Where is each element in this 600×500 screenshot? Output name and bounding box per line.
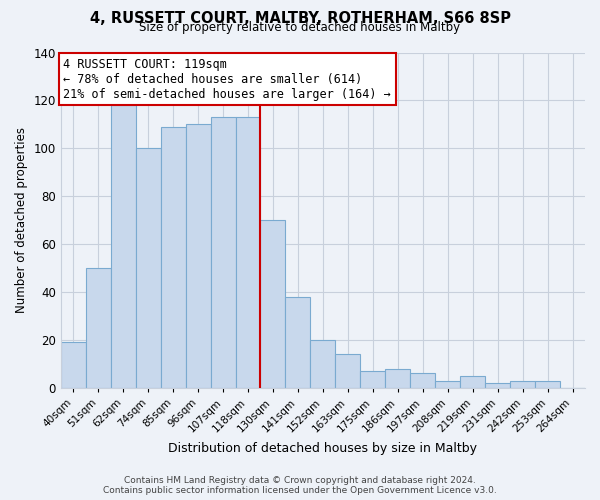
Bar (136, 148, 161, 388)
Bar (361, 371, 385, 388)
Bar (485, 383, 510, 388)
Bar (385, 368, 410, 388)
Text: Size of property relative to detached houses in Maltby: Size of property relative to detached ho… (139, 22, 461, 35)
Bar (161, 126, 185, 388)
Bar (236, 117, 260, 388)
Bar (86, 268, 111, 388)
Text: Contains HM Land Registry data © Crown copyright and database right 2024.
Contai: Contains HM Land Registry data © Crown c… (103, 476, 497, 495)
Bar (335, 354, 361, 388)
Bar (111, 105, 136, 388)
Bar (211, 117, 236, 388)
Bar (260, 220, 286, 388)
Bar (510, 380, 535, 388)
Bar (410, 374, 435, 388)
Text: 4 RUSSETT COURT: 119sqm
← 78% of detached houses are smaller (614)
21% of semi-d: 4 RUSSETT COURT: 119sqm ← 78% of detache… (64, 58, 391, 100)
Bar (435, 380, 460, 388)
Bar (460, 376, 485, 388)
Bar (185, 124, 211, 388)
Text: 4, RUSSETT COURT, MALTBY, ROTHERHAM, S66 8SP: 4, RUSSETT COURT, MALTBY, ROTHERHAM, S66… (89, 11, 511, 26)
Bar (286, 297, 310, 388)
Bar (310, 340, 335, 388)
X-axis label: Distribution of detached houses by size in Maltby: Distribution of detached houses by size … (169, 442, 478, 455)
Y-axis label: Number of detached properties: Number of detached properties (15, 127, 28, 313)
Bar (535, 380, 560, 388)
Bar (61, 342, 86, 388)
